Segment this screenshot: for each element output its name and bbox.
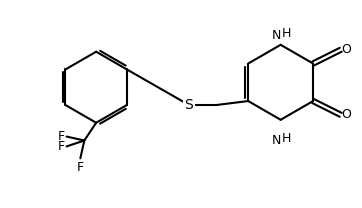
Text: F: F (77, 161, 84, 174)
Text: N: N (272, 29, 281, 42)
Text: F: F (58, 140, 64, 153)
Text: O: O (342, 43, 352, 56)
Text: H: H (282, 27, 291, 40)
Text: N: N (272, 134, 281, 147)
Text: O: O (342, 108, 352, 121)
Text: H: H (282, 132, 291, 145)
Text: F: F (58, 130, 64, 143)
Text: S: S (185, 98, 193, 112)
